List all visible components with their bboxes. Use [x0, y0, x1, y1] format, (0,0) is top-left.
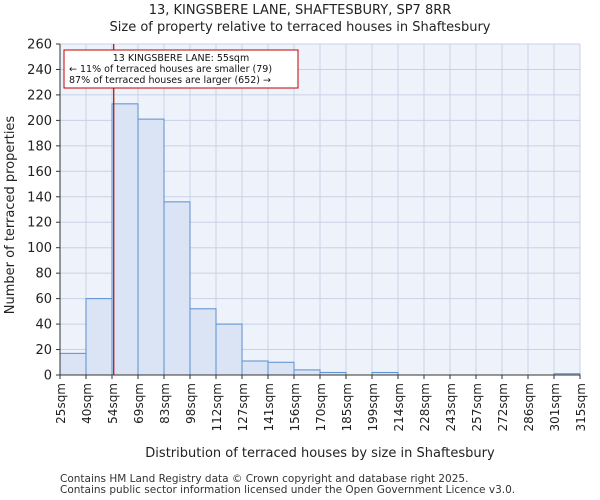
x-tick-label: 228sqm [418, 383, 432, 431]
histogram-chart: 0 20 40 60 80 100 120 140 160 180 200 220 240 260 25sq… [3, 38, 588, 462]
footer-line-2: Contains public sector information licen… [60, 484, 516, 496]
histogram-bar [189, 308, 217, 376]
x-tick-label: 199sqm [366, 383, 380, 431]
x-tick-label: 315sqm [574, 383, 588, 431]
y-tick-label: 20 [35, 343, 52, 358]
x-tick-label: 141sqm [262, 383, 276, 431]
annotation-line-3: 87% of terraced houses are larger (652) … [69, 75, 271, 86]
y-tick-label: 60 [35, 292, 52, 307]
x-tick-label: 272sqm [496, 383, 510, 431]
annotation-box [63, 49, 299, 89]
y-tick-label: 260 [27, 38, 52, 53]
x-tick-label: 185sqm [340, 383, 354, 431]
histogram-bar [293, 369, 321, 376]
histogram-bar [163, 201, 191, 376]
y-tick-label: 140 [27, 190, 52, 205]
x-tick-label: 257sqm [470, 383, 484, 431]
x-tick-label: 83sqm [158, 383, 172, 424]
histogram-bar [215, 323, 243, 376]
y-tick-label: 40 [35, 318, 52, 333]
x-tick-label: 69sqm [132, 383, 146, 424]
x-tick-label: 301sqm [548, 383, 562, 431]
x-tick-label: 40sqm [80, 383, 94, 424]
histogram-bar [137, 118, 165, 376]
y-tick-label: 0 [44, 369, 52, 384]
y-tick-label: 180 [27, 139, 52, 154]
chart-title: 13, KINGSBERE LANE, SHAFTESBURY, SP7 8RR [148, 3, 452, 18]
x-tick-label: 98sqm [184, 383, 198, 424]
chart-subtitle: Size of property relative to terraced ho… [109, 20, 491, 35]
x-tick-label: 112sqm [210, 383, 224, 431]
x-tick-label: 170sqm [314, 383, 328, 431]
x-tick-label: 54sqm [106, 383, 120, 424]
annotation-line-2: ← 11% of terraced houses are smaller (79… [69, 64, 272, 75]
y-tick-label: 200 [27, 114, 52, 129]
y-axis-label: Number of terraced properties [3, 116, 18, 315]
histogram-bar [111, 103, 139, 376]
histogram-bar [241, 360, 269, 376]
x-tick-label: 286sqm [522, 383, 536, 431]
x-tick-label: 214sqm [392, 383, 406, 431]
x-tick-label: 156sqm [288, 383, 302, 431]
x-tick-label: 127sqm [236, 383, 250, 431]
y-tick-label: 160 [27, 165, 52, 180]
footer-line-1: Contains HM Land Registry data © Crown c… [60, 473, 469, 485]
x-tick-label: 25sqm [54, 383, 68, 424]
histogram-bar [267, 361, 295, 376]
y-tick-label: 100 [27, 241, 52, 256]
y-tick-label: 240 [27, 63, 52, 78]
histogram-bar [59, 352, 87, 376]
histogram-bar [85, 298, 113, 376]
y-tick-label: 220 [27, 88, 52, 103]
y-tick-label: 120 [27, 216, 52, 231]
x-axis-label: Distribution of terraced houses by size … [145, 446, 495, 461]
y-tick-label: 80 [35, 267, 52, 282]
x-tick-label: 243sqm [444, 383, 458, 431]
annotation-line-1: 13 KINGSBERE LANE: 55sqm [113, 53, 249, 64]
